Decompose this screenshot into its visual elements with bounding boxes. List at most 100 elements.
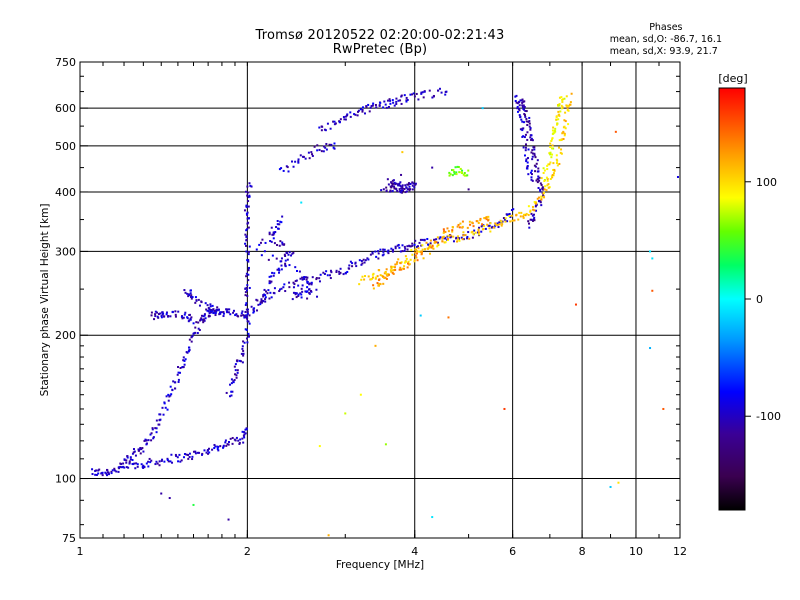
data-point [167, 399, 170, 402]
data-point [525, 110, 528, 113]
data-point [393, 266, 396, 269]
data-point [208, 307, 211, 310]
data-point [385, 268, 388, 271]
data-point [247, 266, 250, 269]
data-point [155, 427, 158, 430]
data-point [524, 149, 527, 152]
data-point [242, 354, 245, 357]
data-point [192, 322, 195, 325]
data-point [141, 447, 144, 450]
data-point [421, 91, 424, 94]
data-point [438, 87, 441, 90]
data-point [453, 172, 456, 175]
data-point [188, 338, 191, 341]
data-point [278, 223, 281, 226]
data-point [442, 231, 445, 234]
x-tick-label: 2 [244, 545, 251, 558]
data-point [170, 393, 173, 396]
data-point [306, 286, 309, 289]
data-point [271, 254, 274, 257]
data-point [558, 114, 561, 117]
data-point [388, 98, 391, 101]
data-point [245, 235, 248, 238]
data-point [436, 236, 439, 239]
data-point [195, 321, 198, 324]
data-point [236, 359, 239, 362]
data-point [259, 303, 262, 306]
data-point [551, 132, 554, 135]
data-point [224, 439, 227, 442]
data-point [242, 349, 245, 352]
data-point [569, 101, 572, 104]
x-tick-label: 8 [579, 545, 586, 558]
data-point [225, 310, 228, 313]
data-point [196, 332, 199, 335]
data-point [535, 162, 538, 165]
data-point [278, 271, 281, 274]
data-point [525, 120, 528, 123]
data-point [308, 157, 311, 160]
data-point [423, 248, 426, 251]
data-point [406, 98, 409, 101]
data-point [164, 406, 167, 409]
data-point [292, 165, 295, 168]
data-point [94, 469, 97, 472]
data-point [198, 329, 201, 332]
data-point [187, 457, 190, 460]
data-point [247, 279, 250, 282]
data-point [263, 288, 266, 291]
data-point [323, 272, 326, 275]
data-point [518, 104, 521, 107]
data-point [281, 215, 284, 218]
plot-frame [79, 61, 681, 539]
data-point [181, 317, 184, 320]
data-point [411, 184, 414, 187]
data-point [244, 291, 247, 294]
data-point [394, 245, 397, 248]
data-point [291, 160, 294, 163]
data-point [524, 143, 527, 146]
data-point [407, 182, 410, 185]
data-point [521, 127, 524, 130]
data-point [236, 371, 239, 374]
data-point [335, 270, 338, 273]
data-point [550, 139, 553, 142]
data-point [248, 245, 251, 248]
data-point [413, 95, 416, 98]
data-point [545, 176, 548, 179]
data-point [157, 316, 160, 319]
data-point [446, 227, 449, 230]
data-point [209, 303, 212, 306]
data-point [245, 244, 248, 247]
data-point [479, 217, 482, 220]
data-point [378, 104, 381, 107]
data-point [188, 456, 191, 459]
data-point [431, 244, 434, 247]
data-point [389, 269, 392, 272]
data-point [401, 184, 404, 187]
data-point [189, 292, 192, 295]
data-point [132, 463, 135, 466]
data-point [200, 300, 203, 303]
data-point [169, 385, 172, 388]
data-point [460, 236, 463, 239]
data-point [448, 171, 451, 174]
data-point [287, 253, 290, 256]
data-point [403, 94, 406, 97]
data-point [537, 175, 540, 178]
data-point [139, 446, 142, 449]
data-point [557, 110, 560, 113]
data-point [342, 116, 345, 119]
data-point [551, 137, 554, 140]
data-point [390, 267, 393, 270]
data-point [510, 214, 513, 217]
data-point [414, 182, 417, 185]
data-point [510, 209, 513, 212]
data-point [235, 374, 238, 377]
data-point [395, 100, 398, 103]
data-point [399, 191, 402, 194]
data-point [407, 183, 410, 186]
data-point [163, 460, 166, 463]
data-point [232, 311, 235, 314]
data-point [467, 188, 470, 191]
